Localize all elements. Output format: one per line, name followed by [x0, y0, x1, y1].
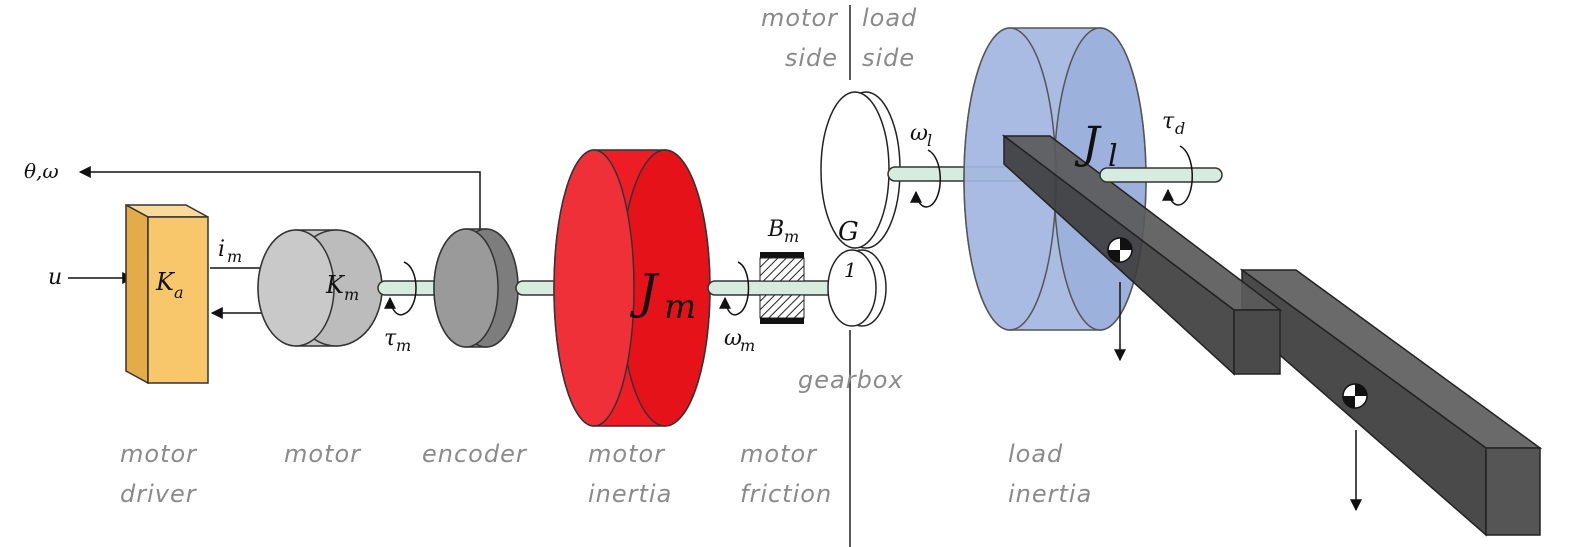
u-label: u	[48, 265, 62, 290]
im-subscript: m	[227, 247, 242, 266]
caption-motor-driver-line1: motor	[120, 440, 198, 468]
motor-cylinder: K m	[257, 229, 383, 347]
tau-m-rotation-icon	[384, 261, 417, 316]
bm-subscript: m	[784, 227, 799, 246]
large-gear: G	[820, 91, 901, 249]
im-label: i	[218, 237, 225, 262]
caption-load-inertia-line2: inertia	[1008, 480, 1092, 508]
gear-g-label: G	[838, 217, 859, 247]
caption-motor-friction-line2: friction	[740, 480, 832, 508]
ka-label: K	[155, 268, 176, 296]
caption-encoder: encoder	[422, 440, 528, 468]
theta-omega-label: θ,ω	[24, 159, 59, 183]
center-of-mass-icon	[1342, 383, 1368, 409]
omega-m-subscript: m	[740, 336, 755, 355]
gear-ratio-one-label: 1	[844, 258, 857, 282]
omega-m-rotation-icon	[719, 261, 750, 316]
km-label: K	[325, 271, 346, 299]
omega-l-label: ω	[910, 121, 928, 146]
caption-load-inertia-line1: load	[1008, 440, 1063, 468]
load-arm-near	[1001, 134, 1283, 376]
tau-d-label: τ	[1162, 109, 1175, 134]
output-shaft	[1099, 167, 1223, 183]
small-gear: 1	[827, 249, 887, 327]
caption-gearbox: gearbox	[798, 366, 904, 394]
jl-subscript: l	[1108, 139, 1118, 174]
motor-inertia-disc: J m	[553, 149, 711, 427]
feedback-arrow	[78, 166, 481, 235]
bm-label: B	[767, 217, 784, 242]
caption-motor-inertia-line1: motor	[588, 440, 666, 468]
tau-d-subscript: d	[1175, 119, 1185, 138]
jm-subscript: m	[664, 287, 696, 327]
tau-m-subscript: m	[396, 336, 411, 355]
caption-motor-side-line1: motor	[761, 4, 839, 32]
caption-load-side-line2: side	[862, 44, 915, 72]
motor-friction-block	[759, 252, 805, 324]
tau-m-label: τ	[384, 326, 397, 351]
caption-load-side-line1: load	[862, 4, 917, 32]
caption-motor: motor	[284, 440, 362, 468]
omega-m-label: ω	[724, 326, 742, 351]
km-subscript: m	[344, 285, 359, 304]
tau-d-rotation-icon	[1162, 145, 1193, 206]
caption-motor-inertia-line2: inertia	[588, 480, 672, 508]
omega-l-subscript: l	[927, 131, 932, 150]
caption-motor-driver-line2: driver	[120, 480, 198, 508]
motor-driver-block: K a	[125, 203, 209, 385]
load-arm-far	[1239, 268, 1543, 537]
caption-motor-friction-line1: motor	[740, 440, 818, 468]
encoder-disc	[433, 228, 519, 348]
ka-subscript: a	[174, 283, 184, 302]
caption-motor-side-line2: side	[785, 44, 838, 72]
center-of-mass-icon	[1107, 237, 1133, 263]
omega-l-rotation-icon	[910, 149, 941, 208]
